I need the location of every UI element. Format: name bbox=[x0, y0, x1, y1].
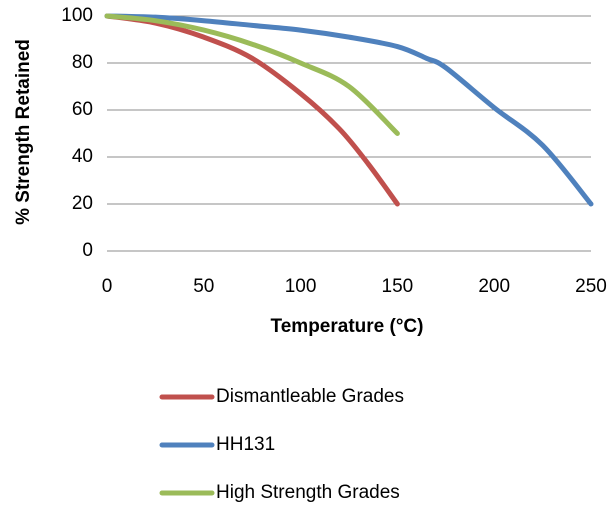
series-line-hh131 bbox=[104, 13, 594, 207]
legend-item-dismantleable-grades: Dismantleable Grades bbox=[159, 386, 404, 407]
gridlines bbox=[107, 15, 591, 205]
y-tick-label-40: 40 bbox=[72, 146, 93, 167]
y-tick-label-20: 20 bbox=[72, 193, 93, 214]
y-axis-title: % Strength Retained bbox=[13, 39, 34, 225]
y-axis-tick-labels: 0 20 40 60 80 100 bbox=[61, 5, 93, 261]
series-line-high-strength-grades bbox=[104, 13, 400, 136]
legend-label: Dismantleable Grades bbox=[216, 386, 404, 407]
series-line-dismantleable-grades bbox=[104, 13, 400, 207]
x-tick-label-50: 50 bbox=[193, 276, 214, 297]
x-tick-label-250: 250 bbox=[575, 276, 607, 297]
y-tick-label-100: 100 bbox=[61, 5, 93, 26]
x-tick-label-0: 0 bbox=[102, 276, 113, 297]
x-tick-label-100: 100 bbox=[285, 276, 317, 297]
x-tick-label-200: 200 bbox=[478, 276, 510, 297]
legend-item-high-strength-grades: High Strength Grades bbox=[159, 482, 400, 503]
x-axis-title: Temperature (°C) bbox=[271, 316, 424, 337]
legend-label: HH131 bbox=[216, 434, 275, 455]
x-tick-label-150: 150 bbox=[382, 276, 414, 297]
legend-item-hh131: HH131 bbox=[159, 434, 275, 455]
legend: Dismantleable Grades HH131 High Strength G… bbox=[159, 386, 404, 503]
y-tick-label-60: 60 bbox=[72, 99, 93, 120]
y-tick-label-80: 80 bbox=[72, 52, 93, 73]
legend-label: High Strength Grades bbox=[216, 482, 400, 503]
plot-area bbox=[104, 13, 594, 207]
y-tick-label-0: 0 bbox=[82, 240, 93, 261]
x-axis-tick-labels: 0 50 100 150 200 250 bbox=[102, 276, 607, 297]
